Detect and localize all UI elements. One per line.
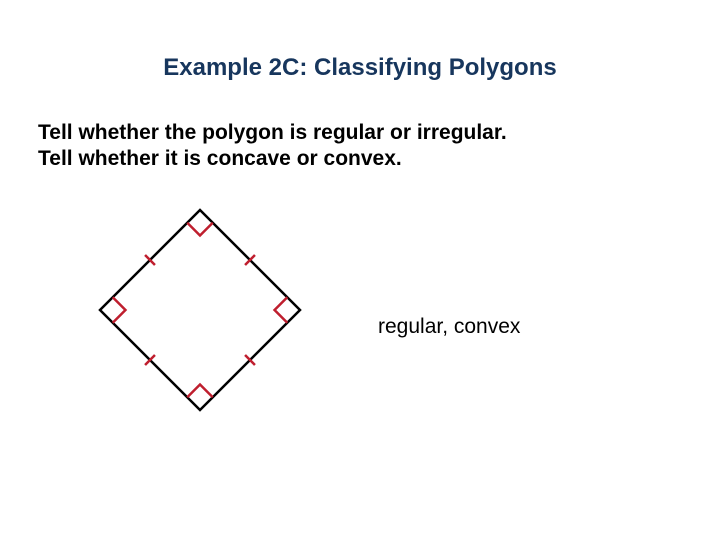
prompt-text: Tell whether the polygon is regular or i… — [38, 120, 682, 173]
right-angle-mark — [187, 223, 212, 236]
prompt-line-1: Tell whether the polygon is regular or i… — [38, 121, 507, 144]
right-angle-mark — [187, 385, 212, 398]
slide-title: Example 2C: Classifying Polygons — [0, 54, 720, 82]
right-angle-mark — [275, 297, 288, 322]
prompt-line-2: Tell whether it is concave or convex. — [38, 147, 402, 170]
polygon-outline — [100, 210, 300, 410]
slide: Example 2C: Classifying Polygons Tell wh… — [0, 0, 720, 540]
polygon-svg — [80, 190, 320, 430]
right-angle-mark — [113, 297, 126, 322]
polygon-figure — [80, 190, 320, 430]
answer-text: regular, convex — [378, 315, 520, 339]
